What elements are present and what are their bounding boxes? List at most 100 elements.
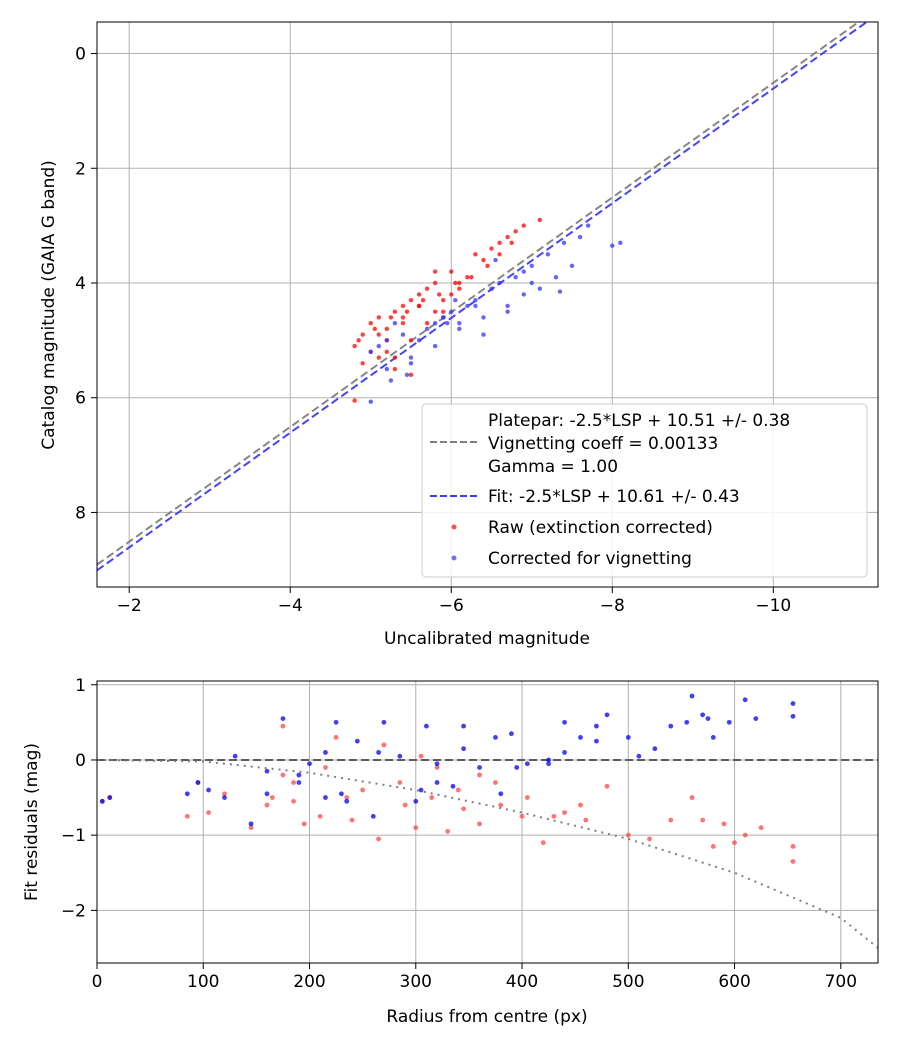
x-tick-label: −4: [278, 596, 303, 616]
scatter-point: [742, 832, 748, 838]
scatter-point: [418, 753, 424, 759]
scatter-point: [545, 252, 551, 257]
scatter-point: [457, 280, 462, 286]
scatter-point: [424, 326, 430, 332]
scatter-point: [497, 252, 502, 257]
scatter-point: [742, 697, 748, 703]
scatter-point: [184, 813, 190, 819]
x-tick-label: −6: [439, 596, 464, 616]
scatter-point: [408, 361, 414, 366]
y-tick-label: 0: [75, 45, 86, 65]
plot-area-data: [97, 22, 869, 572]
scatter-point: [604, 712, 610, 718]
scatter-point: [652, 746, 658, 752]
scatter-point: [107, 795, 113, 800]
scatter-point: [618, 240, 623, 246]
scatter-point: [424, 723, 429, 729]
scatter-point: [333, 719, 339, 725]
scatter-point: [397, 780, 403, 785]
scatter-point: [384, 326, 390, 332]
scatter-point: [400, 303, 406, 309]
scatter-point: [296, 780, 302, 785]
scatter-point: [553, 275, 559, 280]
scatter-point: [441, 297, 446, 303]
scatter-point: [453, 280, 458, 286]
scatter-point: [453, 297, 458, 303]
x-axis-label: Radius from centre (px): [386, 1007, 587, 1027]
scatter-point: [445, 320, 450, 326]
legend-box: [421, 403, 868, 578]
scatter-point: [594, 738, 599, 744]
axis-ticks: 0 100 200 300 400 500 600 700 1 0 −1 −2: [61, 676, 857, 992]
x-tick-label: 0: [92, 972, 103, 992]
x-tick-label: −2: [117, 596, 142, 616]
scatter-point: [758, 825, 764, 831]
x-tick-label: 200: [293, 972, 325, 992]
scatter-point: [585, 223, 591, 228]
scatter-point: [689, 795, 695, 800]
scatter-point: [384, 349, 390, 355]
scatter-point: [356, 338, 361, 343]
scatter-point: [195, 780, 201, 785]
scatter-point: [432, 269, 438, 274]
scatter-point: [477, 821, 482, 827]
scatter-point: [509, 240, 514, 246]
scatter-point: [461, 746, 466, 752]
scatter-point: [524, 761, 530, 767]
scatter-point: [376, 343, 382, 349]
scatter-point: [424, 286, 430, 291]
scatter-point: [473, 297, 478, 303]
scatter-point: [349, 817, 355, 823]
x-tick-label: 500: [612, 972, 644, 992]
scatter-point: [360, 787, 366, 793]
scatter-point: [280, 716, 286, 721]
scatter-point: [432, 343, 438, 349]
scatter-point: [445, 829, 451, 834]
scatter-point: [264, 791, 270, 797]
scatter-point: [368, 349, 373, 355]
scatter-point: [477, 772, 482, 778]
scatter-point: [537, 217, 543, 223]
scatter-point: [280, 723, 286, 729]
scatter-point: [578, 802, 583, 808]
scatter-point: [248, 821, 254, 827]
scatter-point: [461, 806, 466, 812]
scatter-point: [416, 303, 422, 309]
scatter-point: [700, 712, 706, 718]
scatter-point: [400, 315, 406, 320]
plot-frame: [96, 21, 879, 588]
scatter-point: [668, 723, 674, 729]
legend-gamma-label: Gamma = 1.00: [488, 457, 618, 477]
x-tick-label: 400: [506, 972, 538, 992]
scatter-point: [408, 372, 414, 377]
x-tick-label: 300: [400, 972, 432, 992]
scatter-point: [562, 750, 567, 755]
y-tick-label: 0: [75, 751, 86, 771]
scatter-point: [376, 315, 382, 320]
scatter-point: [317, 813, 323, 819]
scatter-point: [400, 320, 406, 326]
scatter-point: [577, 234, 583, 240]
y-tick-label: −1: [61, 826, 86, 846]
x-tick-label: −8: [600, 596, 625, 616]
legend-platepar-label: Platepar: -2.5*LSP + 10.51 +/- 0.38: [488, 411, 790, 431]
scatter-point: [184, 791, 190, 797]
scatter-point: [368, 320, 373, 326]
scatter-point: [264, 768, 270, 774]
y-tick-label: 4: [75, 274, 86, 294]
scatter-point: [455, 787, 461, 793]
scatter-point: [546, 757, 551, 763]
scatter-point: [381, 719, 387, 725]
scatter-point: [432, 280, 438, 286]
scatter-point: [420, 297, 426, 303]
scatter-point: [436, 292, 442, 297]
y-tick-label: −2: [61, 901, 86, 921]
y-tick-label: 6: [75, 389, 86, 409]
scatter-point: [222, 791, 227, 797]
y-tick-label: 8: [75, 503, 86, 523]
scatter-point: [384, 338, 390, 343]
scatter-point: [222, 795, 227, 800]
scatter-point: [636, 753, 642, 759]
legend: Platepar: -2.5*LSP + 10.51 +/- 0.38 Vign…: [421, 403, 868, 578]
